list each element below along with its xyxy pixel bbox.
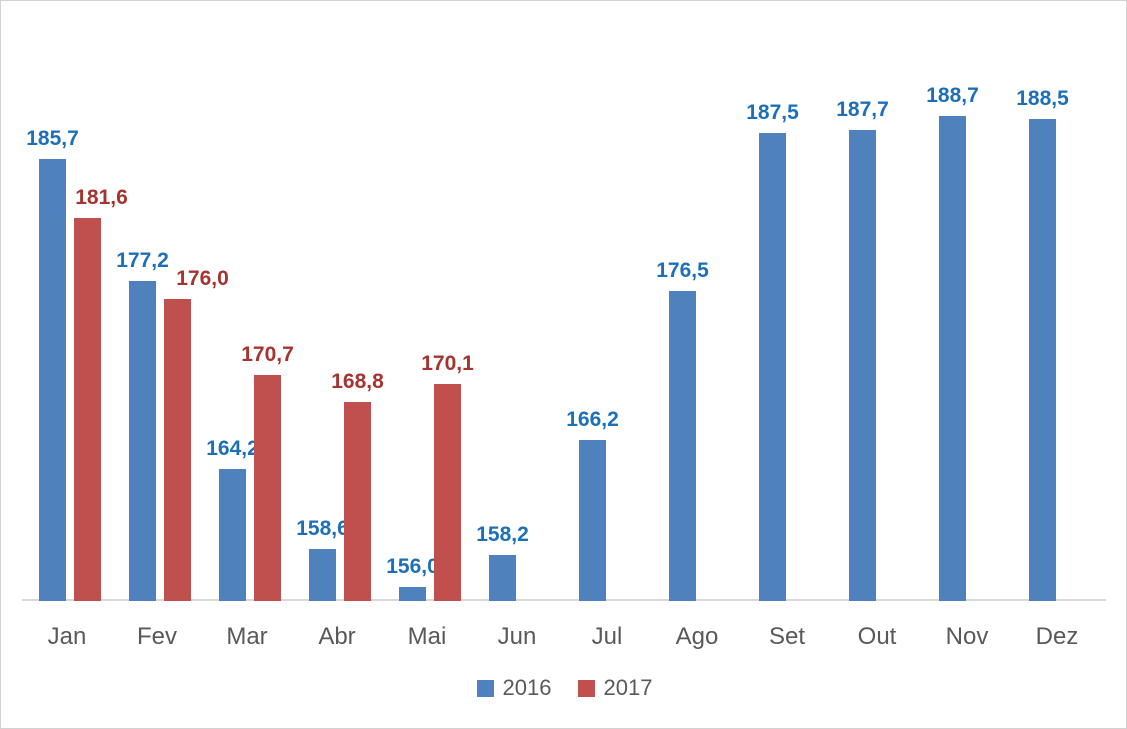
x-tick-dez: Dez [1035,623,1079,650]
legend-swatch-2017 [577,679,595,697]
bar-2017-fev [164,299,191,601]
bar-2016-mai [399,587,426,601]
legend-item-2016: 2016 [476,675,552,700]
bar-2016-set [759,133,786,601]
legend-swatch-2016 [476,679,494,697]
bar-2017-mar [254,375,281,601]
value-label-2017-jan: 181,6 [75,186,128,209]
value-label-2017-abr: 168,8 [331,370,384,393]
x-tick-jun: Jun [497,623,537,650]
bar-2016-mar [219,469,246,601]
bar-2016-fev [129,281,156,601]
legend-item-2017: 2017 [577,675,653,700]
bar-2017-jan [74,218,101,601]
bar-2016-out [849,130,876,601]
value-label-2016-nov: 188,7 [926,84,979,107]
value-label-2016-jul: 166,2 [566,408,619,431]
value-label-2017-mar: 170,7 [241,343,294,366]
x-tick-abr: Abr [318,623,356,650]
x-tick-jan: Jan [47,623,87,650]
value-label-2016-out: 187,7 [836,98,889,121]
legend-label-2017: 2017 [603,675,653,700]
x-tick-jul: Jul [591,623,623,650]
value-label-2016-set: 187,5 [746,101,799,124]
bar-2016-jul [579,440,606,601]
x-tick-nov: Nov [945,623,989,650]
value-label-2017-fev: 176,0 [176,267,229,290]
x-tick-mar: Mar [226,623,268,650]
bar-2016-jun [489,555,516,601]
bar-2016-abr [309,549,336,601]
value-label-2016-mar: 164,2 [206,437,259,460]
bar-2017-abr [344,402,371,601]
value-label-2016-fev: 177,2 [116,249,169,272]
bar-2016-ago [669,291,696,601]
value-label-2016-dez: 188,5 [1016,87,1069,110]
value-label-2016-ago: 176,5 [656,259,709,282]
x-tick-out: Out [857,623,897,650]
value-label-2016-abr: 158,6 [296,517,349,540]
bar-2016-nov [939,116,966,601]
x-axis-line [22,599,1106,601]
value-label-2016-jan: 185,7 [26,127,79,150]
bar-2016-dez [1029,119,1056,601]
bar-2016-jan [39,159,66,601]
value-label-2016-jun: 158,2 [476,523,529,546]
value-label-2016-mai: 156,0 [386,555,439,578]
legend-label-2016: 2016 [502,675,552,700]
x-tick-ago: Ago [675,623,719,650]
bar-2017-mai [434,384,461,601]
x-tick-mai: Mai [407,623,447,650]
legend: 2016 2017 [1,671,1126,705]
x-tick-set: Set [768,623,806,650]
value-label-2017-mai: 170,1 [421,352,474,375]
x-tick-fev: Fev [136,623,178,650]
